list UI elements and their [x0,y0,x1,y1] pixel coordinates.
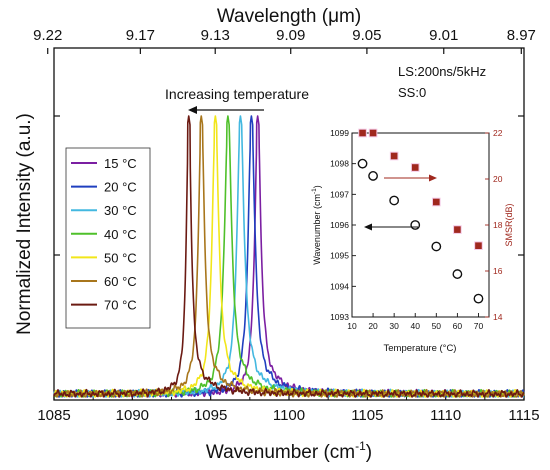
top-tick-label-4: 9.05 [352,27,381,44]
bottom-tick-label-2: 1095 [194,407,227,424]
inset-x-tick-label-2: 30 [389,321,399,331]
top-axis-title-text: Wavelength ( [217,6,329,27]
wavenumber-point-30 [389,195,400,206]
inset-y-left-title-text: Wavenumber (cm [312,194,322,265]
smsr-point-20 [368,128,378,138]
inset-y-left-title: Wavenumber (cm-1) [311,185,322,264]
smsr-point-50 [432,197,441,207]
temperature-arrow [188,106,264,114]
smsr-point-40 [410,163,420,172]
wavenumber-point-20 [368,171,378,181]
inset-y-left-title-sup: -1 [311,188,318,194]
top-tick-label-3: 9.09 [276,27,305,44]
inset-y-right-tick-label-4: 22 [493,128,503,138]
inset-y-right-tick-label-2: 18 [493,220,503,230]
y-axis-title: Normalized Intensity (a.u.) [14,113,35,335]
bottom-axis-title-text: Wavenumber (cm [206,442,355,463]
legend-label-15: 15 °C [104,156,137,171]
inset-y-right-tick-label-1: 16 [493,266,503,276]
legend-label-30: 30 °C [104,203,137,218]
inset-x-tick-label-0: 10 [347,321,357,331]
main-spectra [53,115,525,398]
inset-y-left-tick-label-1: 1094 [330,281,349,291]
inset-x-tick-label-5: 60 [453,321,463,331]
ss-annotation: SS:0 [398,85,426,100]
bottom-tick-label-1: 1090 [116,407,149,424]
inset-y-left-tick-label-3: 1096 [330,220,349,230]
inset-y-left-tick-label-6: 1099 [330,128,349,138]
bottom-axis-title-end: ) [366,442,372,463]
inset-x-tick-label-4: 50 [432,321,442,331]
top-tick-label-2: 9.13 [201,27,230,44]
spectrum-70 [53,115,525,398]
inset-y-right-tick-label-3: 20 [493,174,503,184]
inset-y-left-tick-label-0: 1093 [330,312,349,322]
smsr-point-30 [389,151,399,161]
inset-x-tick-label-3: 40 [410,321,420,331]
inset-y-left-title-end: ) [312,185,322,188]
bottom-tick-label-0: 1085 [37,407,70,424]
smsr-point-70 [474,241,483,250]
top-tick-label-1: 9.17 [126,27,155,44]
legend-label-60: 60 °C [104,274,137,289]
legend-label-70: 70 °C [104,298,137,313]
temperature-arrow-label: Increasing temperature [165,86,309,102]
legend-box [65,147,151,329]
inset-y-right-tick-label-0: 14 [493,312,503,322]
inset-plot-frame [351,132,490,318]
wavenumber-point-50 [431,241,442,252]
inset-y-left-tick-label-4: 1097 [330,189,349,199]
smsr-point-15 [358,128,367,138]
inset-y-left-tick-label-2: 1095 [330,251,349,261]
inset-right-arrow [384,174,437,182]
inset-ticks: 10 20 30 40 50 60 70 1093 1094 1095 1096 1097 1098 10… [330,128,503,331]
inset-x-tick-label-6: 70 [474,321,484,331]
top-tick-label-6: 8.97 [507,27,536,44]
inset-left-arrow [364,223,418,231]
wavenumber-point-70 [473,293,484,304]
top-axis-title-mu: μ [328,6,339,27]
smsr-point-60 [453,225,462,234]
spectrum-60 [53,115,525,398]
legend: 15 °C 20 °C 30 °C 40 °C 50 °C 60 °C 70 °C [71,156,137,313]
main-ticks: 1085 1090 1095 1100 1105 1110 1115 9.22 9.17 9.13… [33,27,539,424]
bottom-tick-label-6: 1115 [508,407,539,424]
wavenumber-point-15 [357,158,368,169]
top-axis-title: Wavelength (μm) [217,6,361,27]
bottom-tick-label-5: 1110 [430,407,461,424]
bottom-axis-title-sup: -1 [355,439,366,453]
inset-y-left-tick-label-5: 1098 [330,159,349,169]
wavenumber-point-60 [452,269,463,279]
inset-x-tick-label-1: 20 [368,321,378,331]
top-tick-label-0: 9.22 [33,27,62,44]
inset-points [357,128,484,304]
inset-y-right-title: SMSR(dB) [504,203,514,246]
legend-label-20: 20 °C [104,180,137,195]
bottom-tick-label-3: 1100 [273,407,305,424]
ls-annotation: LS:200ns/5kHz [398,64,486,79]
bottom-axis-title: Wavenumber (cm-1) [206,439,372,463]
inset-x-axis-title: Temperature (°C) [384,343,457,354]
legend-label-50: 50 °C [104,250,137,265]
bottom-tick-label-4: 1105 [351,407,383,424]
top-axis-title-end: m) [339,6,361,27]
wavenumber-point-40 [410,220,421,230]
top-tick-label-5: 9.01 [429,27,458,44]
legend-label-40: 40 °C [104,227,137,242]
